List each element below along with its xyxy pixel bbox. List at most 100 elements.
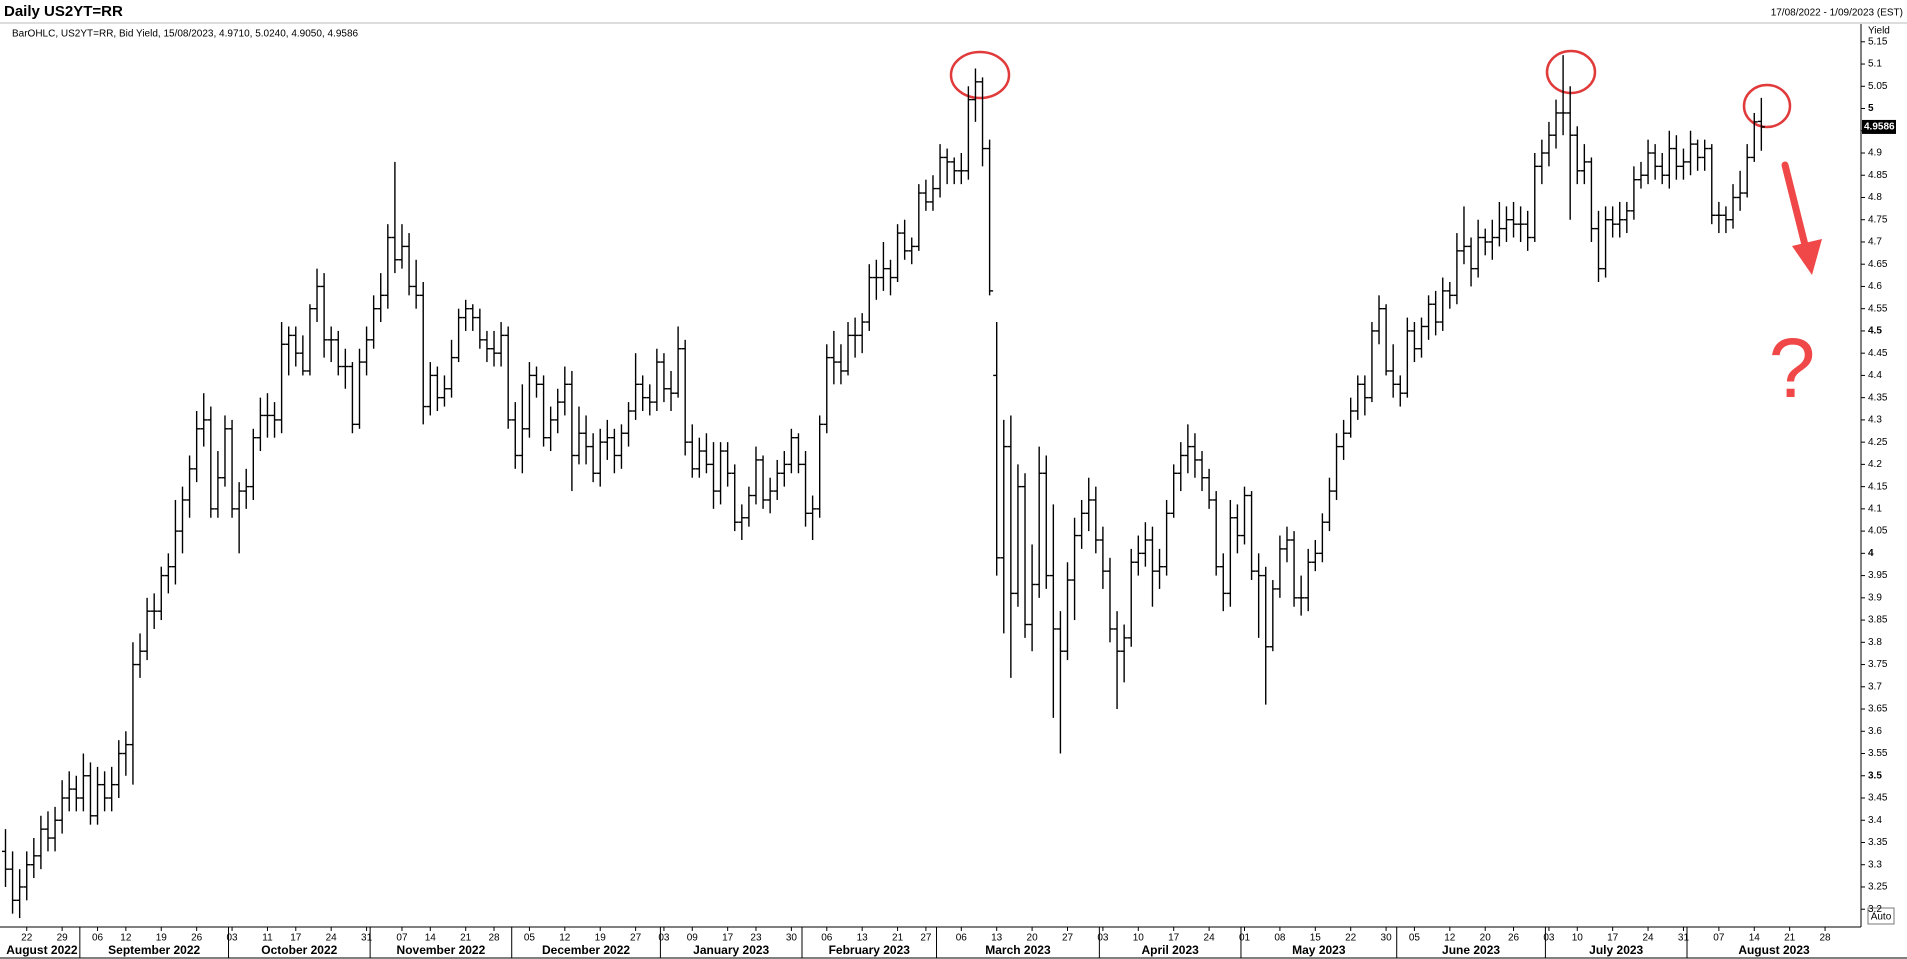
question-mark: ?: [1769, 321, 1816, 415]
y-tick-label: 4.35: [1868, 392, 1888, 403]
auto-button-label[interactable]: Auto: [1871, 912, 1892, 923]
y-tick-label: 4.75: [1868, 214, 1888, 225]
y-tick-label: 4.45: [1868, 348, 1888, 359]
x-tick-label: 06: [821, 933, 833, 944]
x-tick-label: 24: [1204, 933, 1216, 944]
x-tick-label: 19: [156, 933, 168, 944]
y-tick-label: 4.05: [1868, 526, 1888, 537]
x-tick-label: 13: [991, 933, 1003, 944]
y-tick-label: 3.85: [1868, 615, 1888, 626]
x-tick-label: 03: [226, 933, 238, 944]
x-tick-label: 29: [57, 933, 69, 944]
x-tick-label: 12: [1444, 933, 1456, 944]
month-label: September 2022: [108, 943, 200, 957]
month-label: August 2023: [1738, 943, 1810, 957]
y-tick-label: 3.25: [1868, 882, 1888, 893]
month-label: April 2023: [1141, 943, 1199, 957]
y-tick-label: 5: [1868, 103, 1874, 114]
y-tick-label: 3.8: [1868, 637, 1882, 648]
y-tick-label: 3.9: [1868, 592, 1882, 603]
y-tick-label: 4.25: [1868, 437, 1888, 448]
x-tick-label: 07: [1713, 933, 1725, 944]
y-tick-label: 5.15: [1868, 36, 1888, 47]
bars: [2, 55, 1765, 919]
y-tick-label: 3.3: [1868, 859, 1882, 870]
y-tick-label: 3.55: [1868, 748, 1888, 759]
highlight-circle: [1545, 49, 1597, 95]
x-tick-label: 23: [750, 933, 762, 944]
x-tick-label: 27: [920, 933, 932, 944]
x-tick-label: 26: [1508, 933, 1520, 944]
x-tick-label: 17: [722, 933, 734, 944]
last-price-box: [1862, 119, 1896, 134]
y-tick-label: 3.45: [1868, 793, 1888, 804]
x-tick-label: 05: [1409, 933, 1421, 944]
y-tick-label: 4.3: [1868, 415, 1882, 426]
y-tick-label: 3.35: [1868, 837, 1888, 848]
y-tick-label: 5.05: [1868, 81, 1888, 92]
x-tick-label: 12: [559, 933, 571, 944]
y-tick-label: 4.4: [1868, 370, 1882, 381]
x-tick-label: 11: [262, 933, 273, 944]
y-tick-label: 4.8: [1868, 192, 1882, 203]
x-tick-label: 31: [1678, 933, 1690, 944]
x-tick-label: 19: [595, 933, 607, 944]
x-tick-label: 06: [92, 933, 104, 944]
y-tick-label: 4: [1868, 548, 1874, 559]
x-tick-label: 27: [1062, 933, 1074, 944]
y-tick-label: 4.9: [1868, 148, 1882, 159]
month-label: August 2022: [6, 943, 78, 957]
y-axis-label: Yield: [1868, 26, 1890, 37]
x-tick-label: 26: [191, 933, 203, 944]
x-tick-label: 28: [488, 933, 500, 944]
y-tick-label: 4.6: [1868, 281, 1882, 292]
y-tick-label: 4.15: [1868, 481, 1888, 492]
x-tick-label: 03: [658, 933, 670, 944]
x-tick-label: 21: [1784, 933, 1796, 944]
x-tick-label: 07: [396, 933, 408, 944]
y-tick-label: 4.2: [1868, 459, 1882, 470]
x-tick-label: 21: [460, 933, 472, 944]
x-tick-label: 17: [290, 933, 302, 944]
month-label: June 2023: [1442, 943, 1500, 957]
x-tick-label: 14: [425, 933, 437, 944]
auto-button[interactable]: [1867, 907, 1895, 925]
y-tick-label: 3.2: [1868, 904, 1882, 915]
y-tick-label: 3.5: [1868, 770, 1882, 781]
x-tick-label: 03: [1097, 933, 1109, 944]
x-tick-label: 30: [786, 933, 798, 944]
y-tick-label: 5.1: [1868, 59, 1882, 70]
x-tick-label: 06: [956, 933, 968, 944]
x-tick-label: 20: [1027, 933, 1039, 944]
y-tick-label: 3.95: [1868, 570, 1888, 581]
last-price-label: 4.9586: [1864, 122, 1895, 133]
y-tick-label: 4.85: [1868, 170, 1888, 181]
month-label: March 2023: [985, 943, 1051, 957]
y-tick-label: 3.75: [1868, 659, 1888, 670]
x-tick-label: 17: [1168, 933, 1180, 944]
x-tick-label: 22: [21, 933, 33, 944]
chart-title: Daily US2YT=RR: [4, 3, 123, 20]
x-tick-label: 20: [1480, 933, 1492, 944]
x-tick-label: 27: [630, 933, 642, 944]
x-tick-label: 09: [687, 933, 699, 944]
x-tick-label: 24: [326, 933, 338, 944]
x-tick-label: 31: [361, 933, 373, 944]
x-tick-label: 05: [524, 933, 536, 944]
month-label: October 2022: [261, 943, 337, 957]
down-arrow: [1781, 161, 1822, 275]
date-range: 17/08/2022 - 1/09/2023 (EST): [1771, 8, 1903, 19]
y-tick-label: 3.4: [1868, 815, 1882, 826]
x-tick-label: 12: [120, 933, 132, 944]
month-label: May 2023: [1292, 943, 1346, 957]
month-label: November 2022: [397, 943, 486, 957]
y-tick-label: 3.7: [1868, 681, 1882, 692]
month-label: December 2022: [542, 943, 630, 957]
y-tick-label: 4.65: [1868, 259, 1888, 270]
x-tick-label: 28: [1819, 933, 1831, 944]
highlight-circle: [949, 50, 1011, 100]
legend: BarOHLC, US2YT=RR, Bid Yield, 15/08/2023…: [12, 29, 359, 40]
month-label: July 2023: [1589, 943, 1643, 957]
